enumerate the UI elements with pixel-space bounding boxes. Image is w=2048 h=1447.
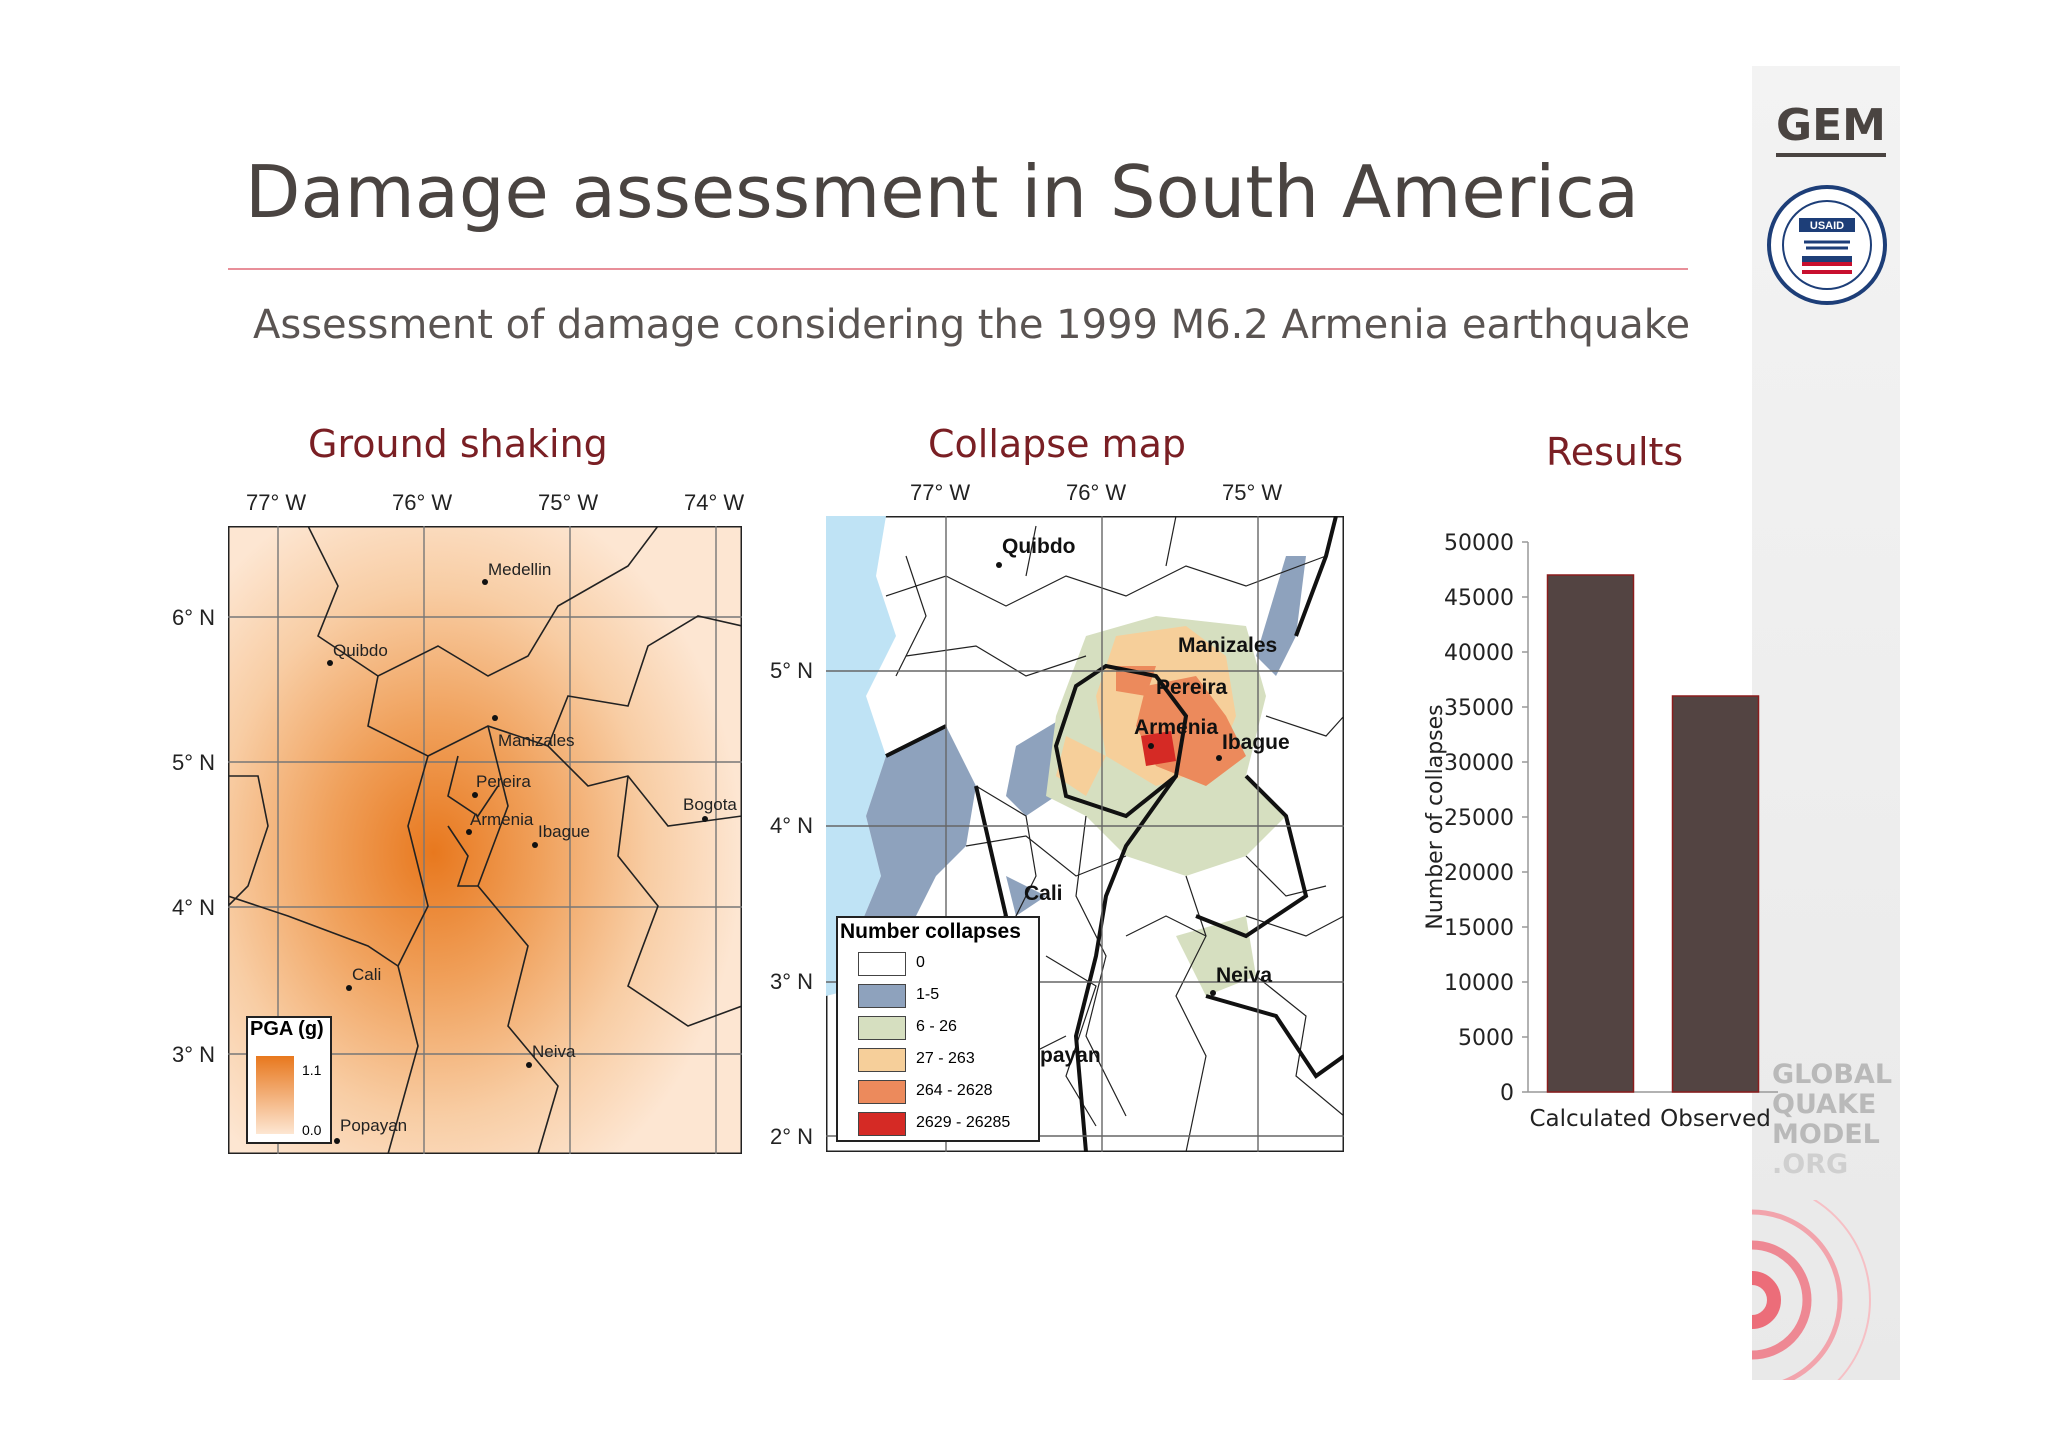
city-marker [482,579,488,585]
gem-logo: GEM [1776,100,1886,157]
usaid-seal: USAID [1766,184,1888,306]
bar [1671,695,1760,1093]
y-tick-label: 40000 [1444,641,1514,666]
city-marker [492,715,498,721]
city-marker [346,985,352,991]
collapse-legend-swatch [858,952,906,976]
city-marker [334,1138,340,1144]
city-marker [466,829,472,835]
global-quake-model-logo: GLOBAL QUAKE MODEL .ORG [1772,1059,1893,1180]
pga-legend-max: 1.1 [302,1062,322,1078]
panel-title-collapse-map: Collapse map [928,422,1186,466]
cm-lat-label: 4° N [770,813,814,838]
city-label: Manizales [498,731,575,750]
collapse-legend-label: 0 [916,954,925,971]
gs-lat-label: 6° N [172,605,216,630]
y-tick-label: 15000 [1444,916,1514,941]
y-tick-label: 0 [1500,1081,1514,1106]
pga-color-ramp [256,1056,294,1134]
city-marker [472,792,478,798]
collapse-legend-label: 264 - 2628 [916,1082,993,1099]
y-tick-label: 20000 [1444,861,1514,886]
city-label: Bogota [683,795,737,814]
y-tick-label: 35000 [1444,696,1514,721]
gs-lon-label: 77° W [246,490,307,515]
city-label: Neiva [532,1042,576,1061]
slide-subtitle: Assessment of damage considering the 199… [253,302,1691,348]
collapse-map [826,516,1344,1152]
x-category-label: Observed [1660,1106,1771,1132]
collapse-legend-label: 6 - 26 [916,1018,957,1035]
city-marker [702,816,708,822]
pga-legend-title: PGA (g) [250,1018,324,1040]
cm-lat-label: 5° N [770,658,814,683]
cm-lon-label: 75° W [1222,480,1283,505]
city-label: Pereira [476,772,531,791]
collapse-legend-swatch [858,1016,906,1040]
cm-lon-label: 76° W [1066,480,1127,505]
city-marker [1210,990,1216,996]
cm-lon-label: 77° W [910,480,971,505]
cm-lat-label: 2° N [770,1124,814,1149]
seismic-rings-graphic [1752,1200,1900,1380]
city-label: Popayan [340,1116,408,1135]
collapse-legend-label: 2629 - 26285 [916,1114,1011,1131]
collapse-legend-swatch [858,1080,906,1104]
collapse-legend-swatch [858,1112,906,1136]
city-label: Ibague [1222,731,1290,754]
collapse-legend-title: Number collapses [840,920,1021,943]
y-tick-label: 50000 [1444,531,1514,556]
collapse-legend-swatch [858,1048,906,1072]
y-axis-title: Number of collapses [1423,704,1448,929]
city-marker [996,562,1002,568]
slide-title: Damage assessment in South America [245,150,1640,234]
city-label: Quibdo [333,641,388,660]
y-tick-label: 30000 [1444,751,1514,776]
city-label: Ibague [538,822,590,841]
city-marker [532,842,538,848]
pga-legend: PGA (g) 1.1 0.0 [246,1016,332,1144]
city-marker [526,1062,532,1068]
collapse-legend-label: 1-5 [916,986,940,1003]
gs-lat-label: 3° N [172,1042,216,1067]
results-bar-chart: 0 5000 10000 15000 20000 25000 30000 35000 40000… [1400,520,1780,1140]
city-label: payan [1040,1044,1101,1067]
collapse-legend-label: 27 - 263 [916,1050,975,1067]
gs-lat-label: 5° N [172,750,216,775]
city-label: Pereira [1156,676,1228,699]
x-category-label: Calculated [1529,1106,1651,1132]
city-marker [1216,755,1222,761]
y-tick-label: 25000 [1444,806,1514,831]
gs-lon-label: 75° W [538,490,599,515]
title-divider [228,268,1688,270]
city-label: Armenia [1134,716,1219,739]
bar [1546,574,1635,1093]
panel-title-results: Results [1546,430,1684,474]
gs-lat-label: 4° N [172,895,216,920]
gs-lon-label: 76° W [392,490,453,515]
cm-lat-label: 3° N [770,969,814,994]
city-label: Quibdo [1002,535,1076,558]
pga-legend-min: 0.0 [302,1122,322,1138]
city-marker [327,660,333,666]
collapse-legend-swatch [858,984,906,1008]
city-label: Cali [1024,882,1063,905]
panel-title-ground-shaking: Ground shaking [308,422,608,466]
y-tick-label: 45000 [1444,586,1514,611]
y-tick-label: 5000 [1458,1026,1514,1051]
city-label: Medellin [488,560,552,579]
collapse-legend: Number collapses 0 1-5 6 - 26 27 - 263 264 -… [836,916,1040,1142]
city-label: Armenia [470,810,534,829]
city-label: Cali [352,965,382,984]
svg-text:USAID: USAID [1810,220,1844,232]
city-label: Neiva [1216,964,1273,987]
city-label: Manizales [1178,634,1278,657]
city-marker [1148,743,1154,749]
gs-lon-label: 74° W [684,490,745,515]
y-tick-label: 10000 [1444,971,1514,996]
